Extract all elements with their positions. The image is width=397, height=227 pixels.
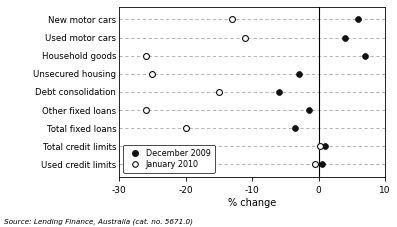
Point <box>149 72 156 76</box>
Point <box>362 54 368 57</box>
Point <box>317 144 323 148</box>
Point <box>242 36 249 39</box>
Point <box>305 108 312 112</box>
Point <box>229 18 235 21</box>
Point <box>182 126 189 130</box>
Point <box>342 36 348 39</box>
Point <box>355 18 362 21</box>
X-axis label: % change: % change <box>228 198 276 208</box>
Text: Source: Lending Finance, Australia (cat. no. 5671.0): Source: Lending Finance, Australia (cat.… <box>4 218 193 225</box>
Point <box>312 163 318 166</box>
Point <box>319 163 325 166</box>
Point <box>276 90 282 94</box>
Point <box>322 144 328 148</box>
Point <box>216 90 222 94</box>
Point <box>143 54 149 57</box>
Point <box>143 108 149 112</box>
Legend: December 2009, January 2010: December 2009, January 2010 <box>123 145 215 173</box>
Point <box>295 72 302 76</box>
Point <box>292 126 299 130</box>
